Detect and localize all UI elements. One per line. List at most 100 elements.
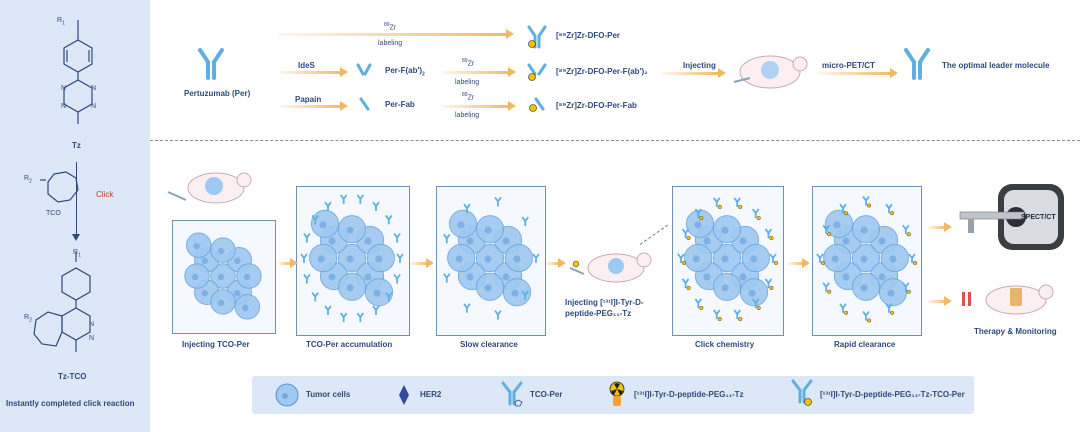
- cell-nucleus: [842, 237, 850, 245]
- pertuzumab-antibody-icon: [198, 48, 224, 80]
- zr-sup-3: 89: [462, 92, 468, 98]
- micropet-arrow: [818, 68, 898, 78]
- tz-reagent-dot: [756, 305, 761, 310]
- svg-text:N: N: [89, 321, 94, 328]
- click-reaction-panel: [0, 0, 150, 432]
- tco-per-antibody: [443, 233, 451, 244]
- tco-per-antibody: [372, 201, 380, 212]
- step5-label: Rapid clearance: [834, 340, 896, 349]
- tco-per-antibody: [733, 309, 741, 320]
- cell-nucleus: [502, 237, 510, 245]
- tco-per-antibody: [902, 282, 910, 292]
- spect-ct-scanner-icon: [959, 184, 1064, 250]
- per-fab-label: Per-Fab: [385, 100, 415, 109]
- cell-nucleus: [692, 255, 700, 263]
- tz-reagent-dot: [890, 211, 895, 216]
- cell-nucleus: [484, 284, 492, 292]
- pertuzumab-label: Pertuzumab (Per): [184, 89, 251, 98]
- tco-per-antibody: [311, 292, 319, 302]
- tz-reagent-dot: [699, 305, 704, 310]
- mouse-therapy-icon: [962, 284, 1054, 315]
- tco-per-antibody: [300, 253, 308, 263]
- cell-nucleus: [243, 273, 251, 281]
- zr-fab2-icon: [527, 63, 547, 81]
- tco-per-antibody: [443, 273, 451, 283]
- cell-nucleus: [346, 255, 354, 263]
- cell-nucleus: [201, 289, 209, 297]
- tco-per-antibody: [494, 310, 502, 320]
- micropet-label: micro-PET/CT: [822, 61, 875, 70]
- cell-nucleus: [191, 273, 199, 281]
- tco-per-antibody: [521, 290, 529, 300]
- tz-reagent-dot: [867, 318, 872, 323]
- mouse-inject-icon: [167, 172, 252, 204]
- zr-label-1: Zr: [389, 24, 397, 32]
- tco-per-antibody: [764, 228, 773, 239]
- step-arrow-4: [788, 258, 810, 268]
- zr-fab-icon: [529, 97, 545, 112]
- tco-structure-icon: [40, 171, 79, 203]
- tumor-cluster-accumulation: [309, 209, 395, 307]
- tco-per-antibody: [751, 298, 760, 308]
- svg-text:N: N: [91, 103, 96, 110]
- cell-nucleus: [878, 237, 886, 245]
- tz-tco-label: Tz-TCO: [58, 372, 87, 381]
- tco-per-antibody: [393, 273, 401, 284]
- tz-reagent-dot: [906, 232, 911, 237]
- labeling-label-1: labeling: [378, 40, 403, 47]
- cell-nucleus: [217, 299, 225, 307]
- r1-product-sub: 1: [78, 252, 81, 259]
- r2-label: R: [24, 175, 30, 182]
- tco-per-antibody: [532, 253, 540, 263]
- reaction-arrow: [76, 162, 77, 236]
- cell-nucleus: [466, 273, 474, 281]
- cell-nucleus: [346, 284, 354, 292]
- tco-per-antibody: [733, 197, 741, 207]
- tco-per-antibody: [356, 194, 365, 204]
- tco-per-antibody: [372, 305, 380, 315]
- cell-nucleus: [833, 221, 841, 229]
- zr-label-2: Zr: [467, 60, 475, 68]
- tco-per-antibody: [885, 303, 893, 313]
- click-label: Click: [96, 190, 114, 199]
- antibodies-slow-clearance: [443, 196, 540, 320]
- cell-nucleus: [317, 255, 325, 263]
- cell-nucleus: [703, 273, 711, 281]
- r2-sub: 2: [29, 178, 32, 185]
- tco-per-antibody: [339, 312, 348, 323]
- tz-reagent-dot: [827, 289, 832, 294]
- cell-nucleus: [721, 226, 729, 234]
- cell-nucleus: [319, 221, 327, 229]
- tco-per-antibody: [396, 253, 404, 263]
- product2-label: [⁸⁹Zr]Zr-DFO-Per-F(ab')₂: [556, 67, 648, 76]
- r2-product-label: R: [24, 314, 30, 321]
- zr-labeling-arrow-2: [442, 67, 516, 77]
- cell-nucleus: [739, 273, 747, 281]
- tco-per-antibody: [694, 298, 703, 308]
- ides-arrow: [280, 67, 348, 77]
- tetrazine-structure-icon: N N N N: [61, 20, 96, 124]
- per-fab2-label: Per-F(ab'): [385, 66, 423, 75]
- cell-nucleus: [373, 289, 381, 297]
- svg-text:N: N: [89, 335, 94, 342]
- legend-conjugate: [¹³¹I]I-Tyr-D-peptide-PEG₁₁-Tz-TCO-Per: [820, 390, 965, 399]
- cell-nucleus: [217, 247, 225, 255]
- injecting-arrow-top: [662, 68, 726, 78]
- section-divider: [150, 140, 1080, 141]
- cell-nucleus: [860, 255, 868, 263]
- step-arrow-1: [278, 258, 298, 268]
- tumor-cluster-injecting: [184, 232, 262, 320]
- antibodies-accumulation: [300, 194, 404, 323]
- svg-text:N: N: [61, 103, 66, 110]
- tco-per-antibody: [521, 216, 529, 227]
- tz-reagent-dot: [821, 261, 826, 266]
- tco-label: TCO: [46, 210, 61, 217]
- tco-per-antibody: [839, 203, 847, 214]
- inject-tz-line1: Injecting [¹³¹I]I-Tyr-D-: [565, 298, 644, 307]
- cell-nucleus: [201, 257, 209, 265]
- her2-legend-icon: [399, 385, 409, 405]
- tumor-cluster-rapid-clearance: [823, 209, 909, 307]
- tz-reagent-legend-icon: [609, 381, 625, 406]
- tco-per-antibody: [694, 208, 703, 219]
